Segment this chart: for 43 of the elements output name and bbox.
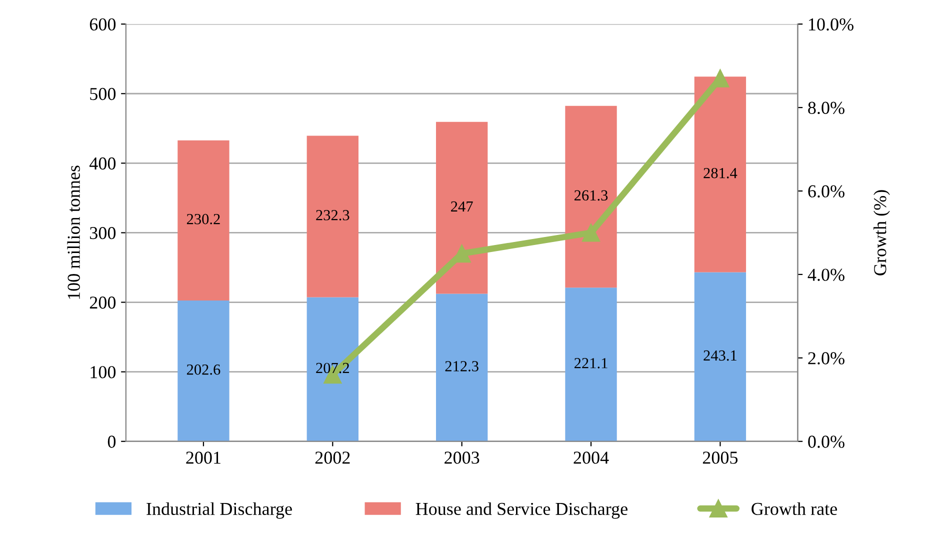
data-label: 230.2 — [186, 214, 220, 224]
data-label: 232.3 — [316, 210, 350, 220]
bar — [694, 272, 746, 442]
x-tick-label: 2003 — [444, 452, 480, 464]
y-axis-title: 100 million tonnes — [67, 166, 80, 299]
bar — [436, 294, 488, 442]
point — [582, 224, 600, 242]
data-label: 202.6 — [186, 364, 220, 375]
x-tick-label: 2002 — [315, 452, 350, 464]
bar — [306, 136, 358, 298]
y-tick-label: 300 — [90, 226, 116, 240]
bar — [178, 300, 230, 442]
y2-tick-label: 4.0% — [808, 268, 844, 281]
bar — [436, 122, 488, 294]
bar — [178, 140, 230, 300]
bar — [306, 297, 358, 442]
data-label: 243.1 — [704, 350, 736, 361]
y2-tick-label: 0.0% — [808, 436, 844, 448]
x-tick-label: 2004 — [574, 452, 609, 464]
y-tick-label: 600 — [90, 18, 116, 31]
y-tick-label: 200 — [90, 296, 116, 309]
y2-tick-label: 6.0% — [808, 185, 844, 198]
y-tick-label: 400 — [90, 157, 116, 170]
bar — [565, 288, 617, 442]
y2-tick-label: 8.0% — [808, 102, 844, 114]
x-tick-label: 2001 — [186, 452, 220, 464]
data-label: 261.3 — [574, 190, 608, 201]
legend-label: House and Service Discharge — [416, 502, 628, 519]
legend-label: Industrial Discharge — [146, 502, 292, 519]
y-tick-label: 0 — [108, 436, 116, 448]
y-tick-label: 500 — [90, 88, 116, 100]
data-label: 212.3 — [445, 361, 478, 372]
y2-tick-label: 10.0% — [809, 18, 854, 31]
data-label: 281.4 — [704, 168, 738, 178]
y2-tick-label: 2.0% — [808, 352, 844, 364]
data-label: 247 — [451, 201, 473, 212]
data-label: 221.1 — [574, 358, 608, 368]
y-tick-label: 100 — [90, 366, 116, 378]
y2-axis-title: Growth (%) — [874, 190, 890, 276]
bar — [694, 76, 746, 272]
legend-label: Growth rate — [752, 502, 837, 516]
bar — [565, 106, 617, 288]
x-tick-label: 2005 — [702, 452, 738, 464]
